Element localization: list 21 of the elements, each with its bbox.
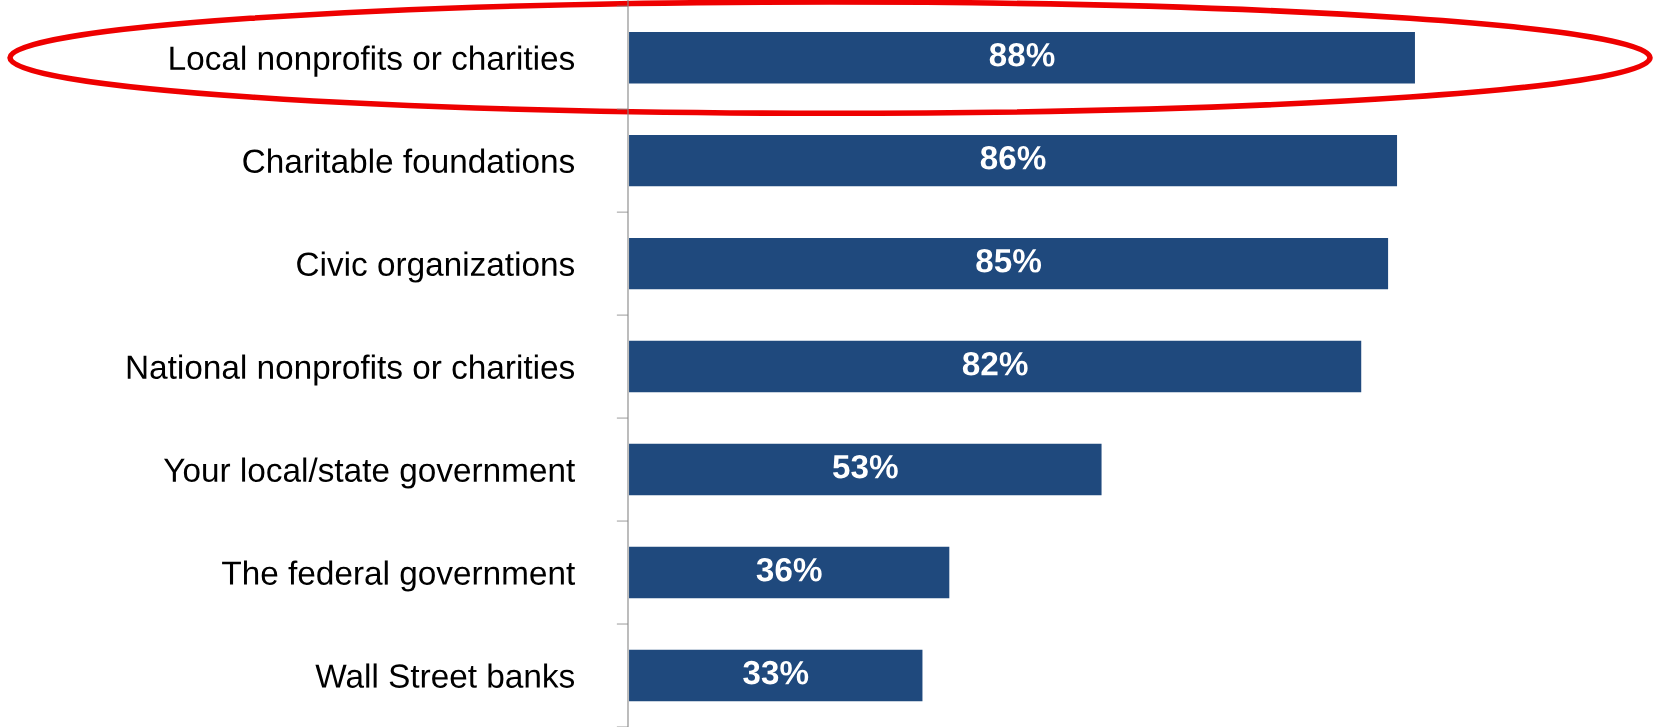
data-label: 88% <box>989 43 1055 67</box>
data-label: 82% <box>962 351 1028 376</box>
bar <box>628 544 952 601</box>
bar <box>628 441 1104 498</box>
data-label: 36% <box>756 557 822 582</box>
y-tick-label: Local nonprofits or charities <box>170 45 575 77</box>
data-label: 86% <box>980 145 1046 170</box>
y-tick-label: Your local/state government <box>163 457 576 489</box>
bar <box>628 235 1391 292</box>
bar <box>628 29 1416 86</box>
bar <box>628 338 1364 395</box>
data-label: 85% <box>976 248 1042 273</box>
data-label: 53% <box>832 454 898 479</box>
bar <box>628 132 1400 189</box>
y-tick-label: Civic organizations <box>297 251 575 283</box>
bar <box>628 647 925 704</box>
data-label: 33% <box>743 660 809 685</box>
y-tick-label: Wall Street banks <box>315 663 575 688</box>
y-tick-label: Charitable foundations <box>243 148 575 174</box>
y-tick-label: The federal government <box>222 560 576 592</box>
y-tick-label: National nonprofits or charities <box>127 354 575 386</box>
